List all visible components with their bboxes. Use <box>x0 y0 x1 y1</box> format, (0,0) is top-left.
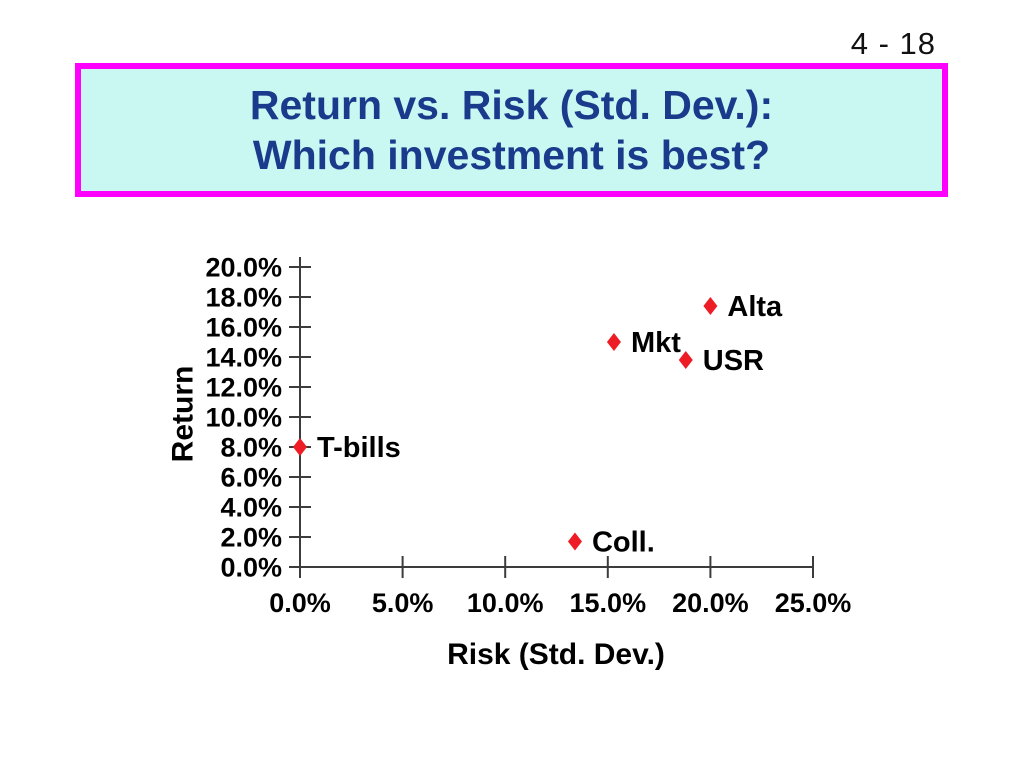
y-tick-label: 4.0% <box>220 492 282 522</box>
page-number: 4 - 18 <box>850 26 936 61</box>
data-point-label-coll: Coll. <box>592 527 655 559</box>
y-tick-label: 0.0% <box>220 552 282 582</box>
data-point-t-bills-marker-icon <box>293 438 307 456</box>
y-tick-label: 6.0% <box>220 462 282 492</box>
x-tick-label: 25.0% <box>775 588 852 618</box>
title-line-2: Which investment is best? <box>252 132 771 178</box>
data-point-usr-marker-icon <box>678 351 693 369</box>
x-tick-label: 0.0% <box>269 588 331 618</box>
x-tick-label: 20.0% <box>672 588 749 618</box>
data-point-label-usr: USR <box>703 345 764 377</box>
data-point-label-alta: Alta <box>727 291 783 323</box>
x-tick-label: 15.0% <box>570 588 647 618</box>
y-tick-label: 2.0% <box>220 522 282 552</box>
data-point-label-t-bills: T-bills <box>317 432 401 464</box>
y-tick-label: 16.0% <box>205 312 282 342</box>
y-tick-label: 8.0% <box>220 432 282 462</box>
x-tick-label: 10.0% <box>467 588 544 618</box>
title-line-1: Return vs. Risk (Std. Dev.): <box>249 82 774 128</box>
y-tick-label: 20.0% <box>205 252 282 282</box>
title-box: Return vs. Risk (Std. Dev.): Which inves… <box>75 63 948 197</box>
x-axis-title: Risk (Std. Dev.) <box>447 638 665 671</box>
data-point-alta-marker-icon <box>703 297 718 315</box>
y-tick-label: 14.0% <box>205 342 282 372</box>
data-point-coll-marker-icon <box>567 532 582 551</box>
data-point-label-mkt: Mkt <box>631 327 681 359</box>
x-tick-label: 5.0% <box>372 588 434 618</box>
y-tick-label: 10.0% <box>205 402 282 432</box>
y-tick-label: 12.0% <box>205 372 282 402</box>
data-point-mkt-marker-icon <box>606 333 621 351</box>
y-axis-title: Return <box>167 366 200 463</box>
y-tick-label: 18.0% <box>205 282 282 312</box>
